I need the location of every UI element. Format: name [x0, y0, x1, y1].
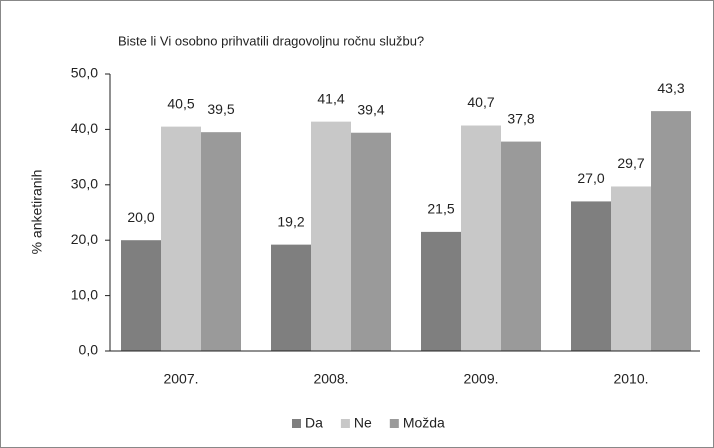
bar	[461, 125, 501, 351]
value-label: 37,8	[507, 110, 534, 126]
legend-swatch	[340, 419, 350, 428]
y-tick-label: 10,0	[71, 286, 98, 302]
value-label: 39,4	[357, 101, 384, 117]
value-label: 39,5	[207, 101, 234, 117]
bar	[421, 231, 461, 351]
legend-label: Možda	[403, 415, 445, 431]
x-tick-label: 2008.	[313, 371, 348, 387]
value-label: 27,0	[577, 170, 604, 186]
bar	[351, 132, 391, 351]
x-tick-label: 2007.	[163, 371, 198, 387]
y-axis-label: % anketiranih	[29, 170, 45, 255]
value-label: 21,5	[427, 201, 454, 217]
chart-title: Biste li Vi osobno prihvatili dragovoljn…	[118, 33, 424, 48]
x-tick-label: 2010.	[613, 371, 648, 387]
bar	[501, 141, 541, 351]
bar	[121, 240, 161, 351]
legend-swatch	[389, 419, 399, 428]
x-tick-label: 2009.	[463, 371, 498, 387]
value-label: 41,4	[317, 90, 344, 106]
value-label: 43,3	[657, 80, 684, 96]
bar	[271, 244, 311, 351]
bar	[311, 121, 351, 351]
y-tick-label: 20,0	[71, 231, 98, 247]
y-tick-label: 40,0	[71, 120, 98, 136]
y-tick-label: 30,0	[71, 176, 98, 192]
bar	[571, 201, 611, 351]
value-label: 40,7	[467, 94, 494, 110]
legend-label: Da	[305, 415, 323, 431]
bar	[201, 132, 241, 351]
y-tick-label: 0,0	[79, 342, 99, 358]
value-label: 40,5	[167, 95, 194, 111]
legend-label: Ne	[354, 415, 372, 431]
y-tick-label: 50,0	[71, 65, 98, 81]
value-label: 20,0	[127, 209, 154, 225]
value-label: 29,7	[617, 155, 644, 171]
value-label: 19,2	[277, 213, 304, 229]
bar	[161, 126, 201, 351]
bar	[611, 186, 651, 351]
bar	[651, 111, 691, 351]
legend-swatch	[292, 419, 301, 428]
